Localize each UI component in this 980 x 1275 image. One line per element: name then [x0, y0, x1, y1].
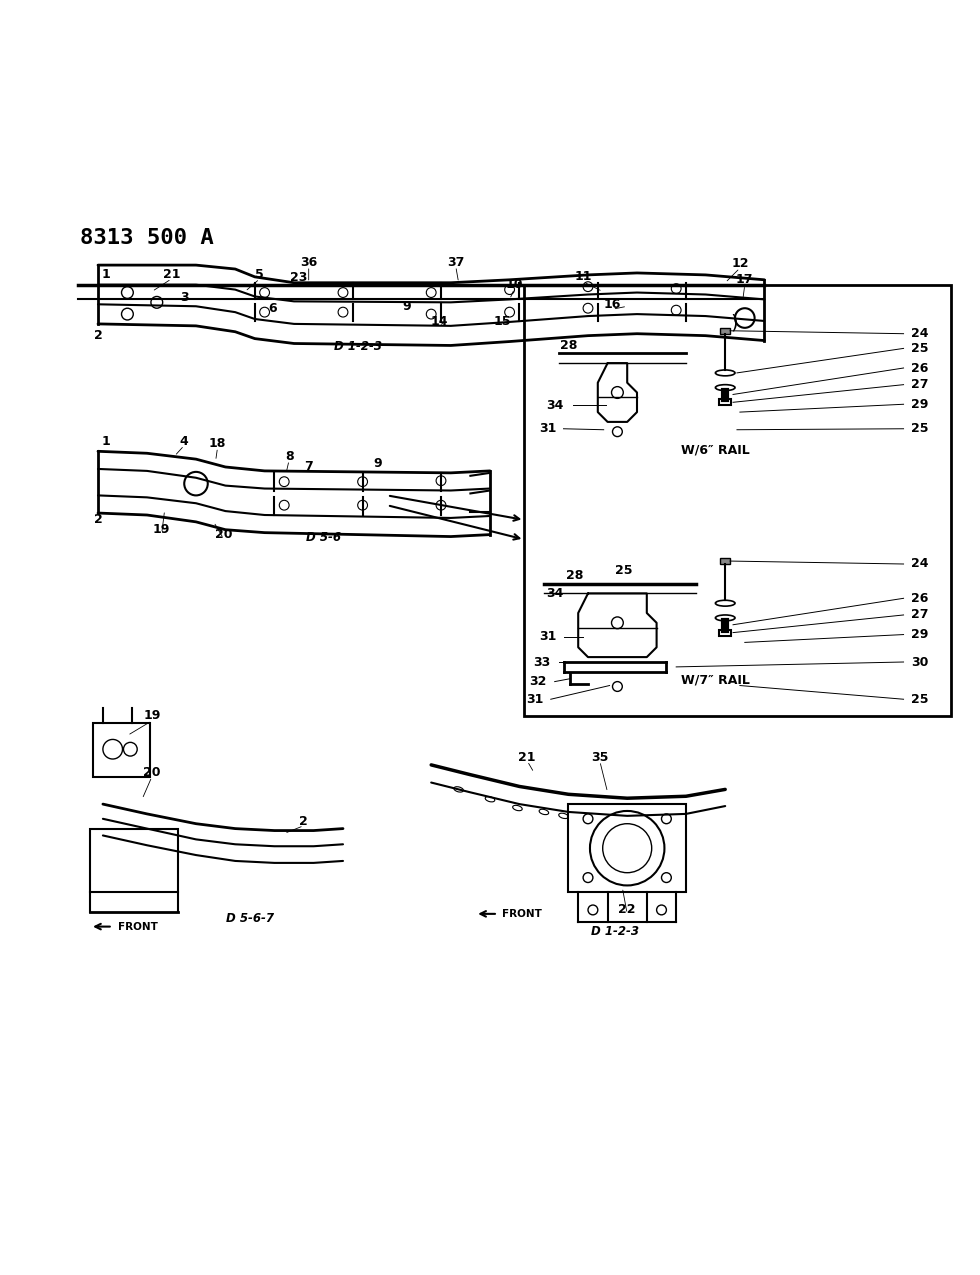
- Text: 34: 34: [546, 399, 563, 412]
- Text: 35: 35: [591, 751, 609, 764]
- FancyBboxPatch shape: [720, 558, 730, 564]
- Text: 30: 30: [911, 655, 929, 668]
- Text: 8313 500 A: 8313 500 A: [80, 228, 214, 247]
- Text: FRONT: FRONT: [118, 922, 158, 932]
- Text: 10: 10: [506, 278, 523, 291]
- Text: 34: 34: [546, 586, 563, 601]
- Text: 33: 33: [533, 655, 551, 668]
- Text: ): ): [730, 314, 738, 333]
- Text: 9: 9: [373, 456, 381, 469]
- FancyBboxPatch shape: [720, 328, 730, 334]
- Text: 14: 14: [430, 315, 448, 329]
- Text: 2: 2: [94, 514, 102, 527]
- Text: D 1-2-3: D 1-2-3: [592, 926, 639, 938]
- Text: 11: 11: [574, 270, 592, 283]
- Text: 7: 7: [305, 459, 313, 473]
- Text: 16: 16: [604, 298, 621, 311]
- Text: 26: 26: [911, 592, 929, 604]
- Text: 2: 2: [94, 329, 102, 342]
- Text: 29: 29: [911, 629, 929, 641]
- Text: 26: 26: [911, 362, 929, 375]
- Text: 28: 28: [560, 339, 577, 352]
- Text: 21: 21: [518, 751, 536, 764]
- Text: 25: 25: [911, 692, 929, 706]
- Text: 32: 32: [529, 674, 547, 688]
- Text: 21: 21: [163, 269, 180, 282]
- Text: 24: 24: [911, 328, 929, 340]
- Text: 29: 29: [911, 398, 929, 411]
- Text: 1: 1: [102, 435, 110, 448]
- Text: 12: 12: [731, 256, 749, 269]
- Text: 20: 20: [143, 766, 161, 779]
- Text: 15: 15: [494, 315, 512, 329]
- Text: 5: 5: [256, 269, 264, 282]
- Text: FRONT: FRONT: [502, 909, 542, 919]
- Text: 31: 31: [539, 630, 557, 643]
- Text: 20: 20: [215, 528, 232, 541]
- Text: 27: 27: [911, 379, 929, 391]
- Text: 25: 25: [614, 565, 632, 578]
- Text: 31: 31: [526, 692, 544, 706]
- Text: 19: 19: [153, 523, 171, 537]
- Text: 1: 1: [102, 269, 110, 282]
- Text: D 5-6-7: D 5-6-7: [226, 912, 273, 924]
- Text: W/7″ RAIL: W/7″ RAIL: [681, 673, 750, 686]
- Text: 4: 4: [180, 435, 188, 448]
- Text: D 1-2-3: D 1-2-3: [334, 340, 381, 353]
- Text: 8: 8: [285, 450, 293, 463]
- Text: 3: 3: [180, 291, 188, 303]
- Text: W/6″ RAIL: W/6″ RAIL: [681, 444, 750, 456]
- Text: 25: 25: [911, 422, 929, 435]
- Text: 2: 2: [300, 815, 308, 829]
- Text: 17: 17: [736, 273, 754, 287]
- Text: 9: 9: [403, 300, 411, 312]
- Text: 37: 37: [447, 256, 465, 269]
- Text: 19: 19: [143, 709, 161, 723]
- Text: 6: 6: [269, 302, 276, 315]
- Text: 18: 18: [209, 437, 226, 450]
- Text: 27: 27: [911, 608, 929, 621]
- Text: 25: 25: [911, 342, 929, 354]
- Text: 28: 28: [565, 569, 583, 583]
- Text: 23: 23: [290, 272, 308, 284]
- Text: D 5-6: D 5-6: [306, 532, 341, 544]
- Text: 24: 24: [911, 557, 929, 570]
- Text: 22: 22: [618, 904, 636, 917]
- Text: 36: 36: [300, 256, 318, 269]
- Text: 31: 31: [539, 422, 557, 435]
